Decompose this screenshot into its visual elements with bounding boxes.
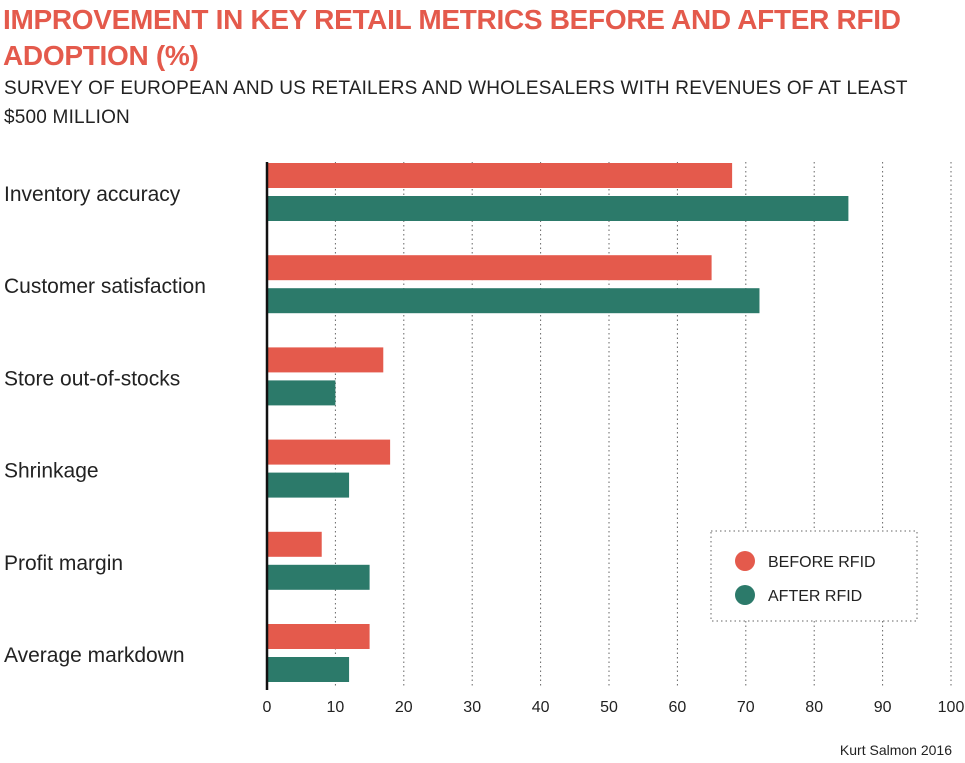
legend-label: AFTER RFID	[768, 588, 862, 605]
bar-before	[267, 255, 712, 281]
source-note: Kurt Salmon 2016	[839, 742, 952, 758]
category-label: Average markdown	[4, 644, 185, 667]
x-tick-label: 40	[532, 699, 550, 716]
bar-before	[267, 624, 370, 649]
chart-title: IMPROVEMENT IN KEY RETAIL METRICS BEFORE…	[3, 4, 901, 71]
category-label: Shrinkage	[4, 460, 99, 483]
x-tick-label: 50	[600, 699, 618, 716]
category-label: Store out-of-stocks	[4, 367, 180, 390]
bar-after	[267, 472, 350, 498]
x-tick-label: 30	[463, 699, 481, 716]
x-tick-label: 0	[263, 699, 272, 716]
bar-after	[267, 380, 336, 406]
x-tick-label: 70	[737, 699, 755, 716]
category-label: Profit margin	[4, 552, 123, 575]
legend-swatch	[735, 551, 755, 571]
x-tick-label: 60	[669, 699, 687, 716]
category-label: Inventory accuracy	[4, 183, 181, 206]
chart-subtitle: SURVEY OF EUROPEAN AND US RETAILERS AND …	[4, 78, 908, 128]
legend-swatch	[735, 585, 755, 605]
x-tick-label: 80	[805, 699, 823, 716]
legend-label: BEFORE RFID	[768, 554, 876, 571]
bar-after	[267, 564, 370, 590]
bar-before	[267, 439, 391, 465]
bar-after	[267, 657, 350, 682]
x-tick-label: 90	[874, 699, 892, 716]
x-tick-label: 10	[327, 699, 345, 716]
x-tick-label: 100	[938, 699, 965, 716]
bar-before	[267, 347, 384, 373]
legend-box	[710, 530, 918, 622]
category-label: Customer satisfaction	[4, 275, 206, 298]
x-tick-label: 20	[395, 699, 413, 716]
bar-after	[267, 288, 760, 314]
bar-after	[267, 196, 849, 221]
bar-before	[267, 531, 322, 557]
bar-before	[267, 163, 733, 188]
